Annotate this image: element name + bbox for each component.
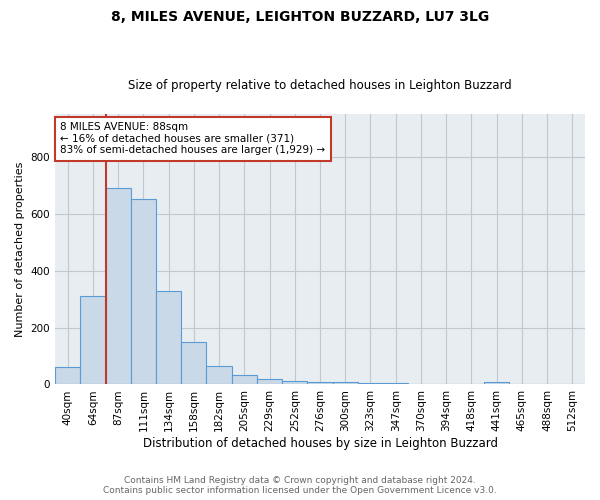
Bar xyxy=(484,382,509,384)
Text: 8 MILES AVENUE: 88sqm
← 16% of detached houses are smaller (371)
83% of semi-det: 8 MILES AVENUE: 88sqm ← 16% of detached … xyxy=(61,122,325,156)
Text: Contains HM Land Registry data © Crown copyright and database right 2024.
Contai: Contains HM Land Registry data © Crown c… xyxy=(103,476,497,495)
Bar xyxy=(232,375,257,384)
Bar xyxy=(156,290,181,384)
X-axis label: Distribution of detached houses by size in Leighton Buzzard: Distribution of detached houses by size … xyxy=(143,437,497,450)
Bar xyxy=(206,366,232,384)
Bar xyxy=(80,296,106,384)
Title: Size of property relative to detached houses in Leighton Buzzard: Size of property relative to detached ho… xyxy=(128,79,512,92)
Bar xyxy=(383,383,409,384)
Y-axis label: Number of detached properties: Number of detached properties xyxy=(15,162,25,337)
Bar xyxy=(282,381,307,384)
Bar xyxy=(358,383,383,384)
Bar xyxy=(55,366,80,384)
Bar xyxy=(131,200,156,384)
Bar xyxy=(332,382,358,384)
Bar xyxy=(257,379,282,384)
Bar xyxy=(307,382,332,384)
Text: 8, MILES AVENUE, LEIGHTON BUZZARD, LU7 3LG: 8, MILES AVENUE, LEIGHTON BUZZARD, LU7 3… xyxy=(111,10,489,24)
Bar xyxy=(181,342,206,384)
Bar xyxy=(106,188,131,384)
